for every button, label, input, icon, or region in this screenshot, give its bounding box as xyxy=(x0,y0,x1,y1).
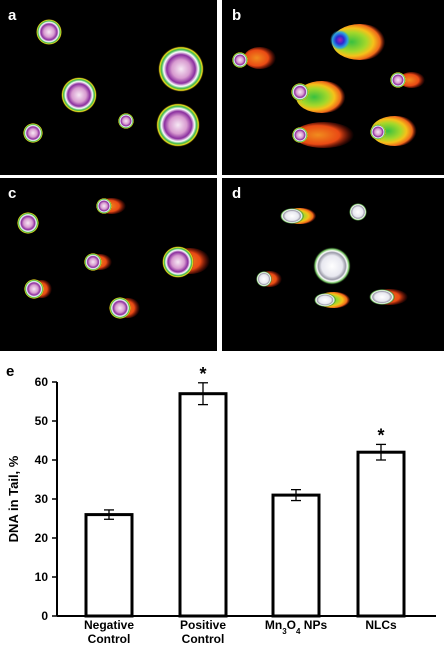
x-tick-label: Control xyxy=(182,632,225,646)
bars: ** xyxy=(84,364,406,618)
bar xyxy=(271,493,321,618)
y-tick-label: 20 xyxy=(35,531,49,545)
y-tick-label: 0 xyxy=(41,609,48,623)
comets-panel-d xyxy=(256,203,408,308)
panel-letter-b: b xyxy=(232,7,241,24)
x-tick-label: Control xyxy=(88,632,131,646)
panel-letter-a: a xyxy=(8,7,17,24)
y-axis-title: DNA in Tail, % xyxy=(6,455,21,542)
y-tick-label: 30 xyxy=(35,492,49,506)
panel-letter-c: c xyxy=(8,185,16,202)
y-tick-label: 50 xyxy=(35,414,49,428)
panel-letter-d: d xyxy=(232,185,241,202)
y-tick-label: 10 xyxy=(35,570,49,584)
x-tick-label: Positive xyxy=(180,618,226,632)
significance-marker: * xyxy=(377,425,384,445)
y-tick-label: 40 xyxy=(35,453,49,467)
x-tick-label: Mn3O4 NPs xyxy=(265,618,328,636)
comets-panel-b xyxy=(232,24,425,148)
comets-panel-c xyxy=(17,198,210,319)
x-tick-label: NLCs xyxy=(365,618,397,632)
x-tick-label: Negative xyxy=(84,618,134,632)
bar xyxy=(356,450,406,618)
y-tick-label: 60 xyxy=(35,375,49,389)
bar xyxy=(84,513,134,618)
comets-panel-a xyxy=(23,19,204,147)
panel-letter-e: e xyxy=(6,363,14,380)
significance-marker: * xyxy=(199,364,206,384)
bar xyxy=(178,392,228,618)
y-axis-ticks: 0 10 20 30 40 50 60 xyxy=(35,375,57,623)
